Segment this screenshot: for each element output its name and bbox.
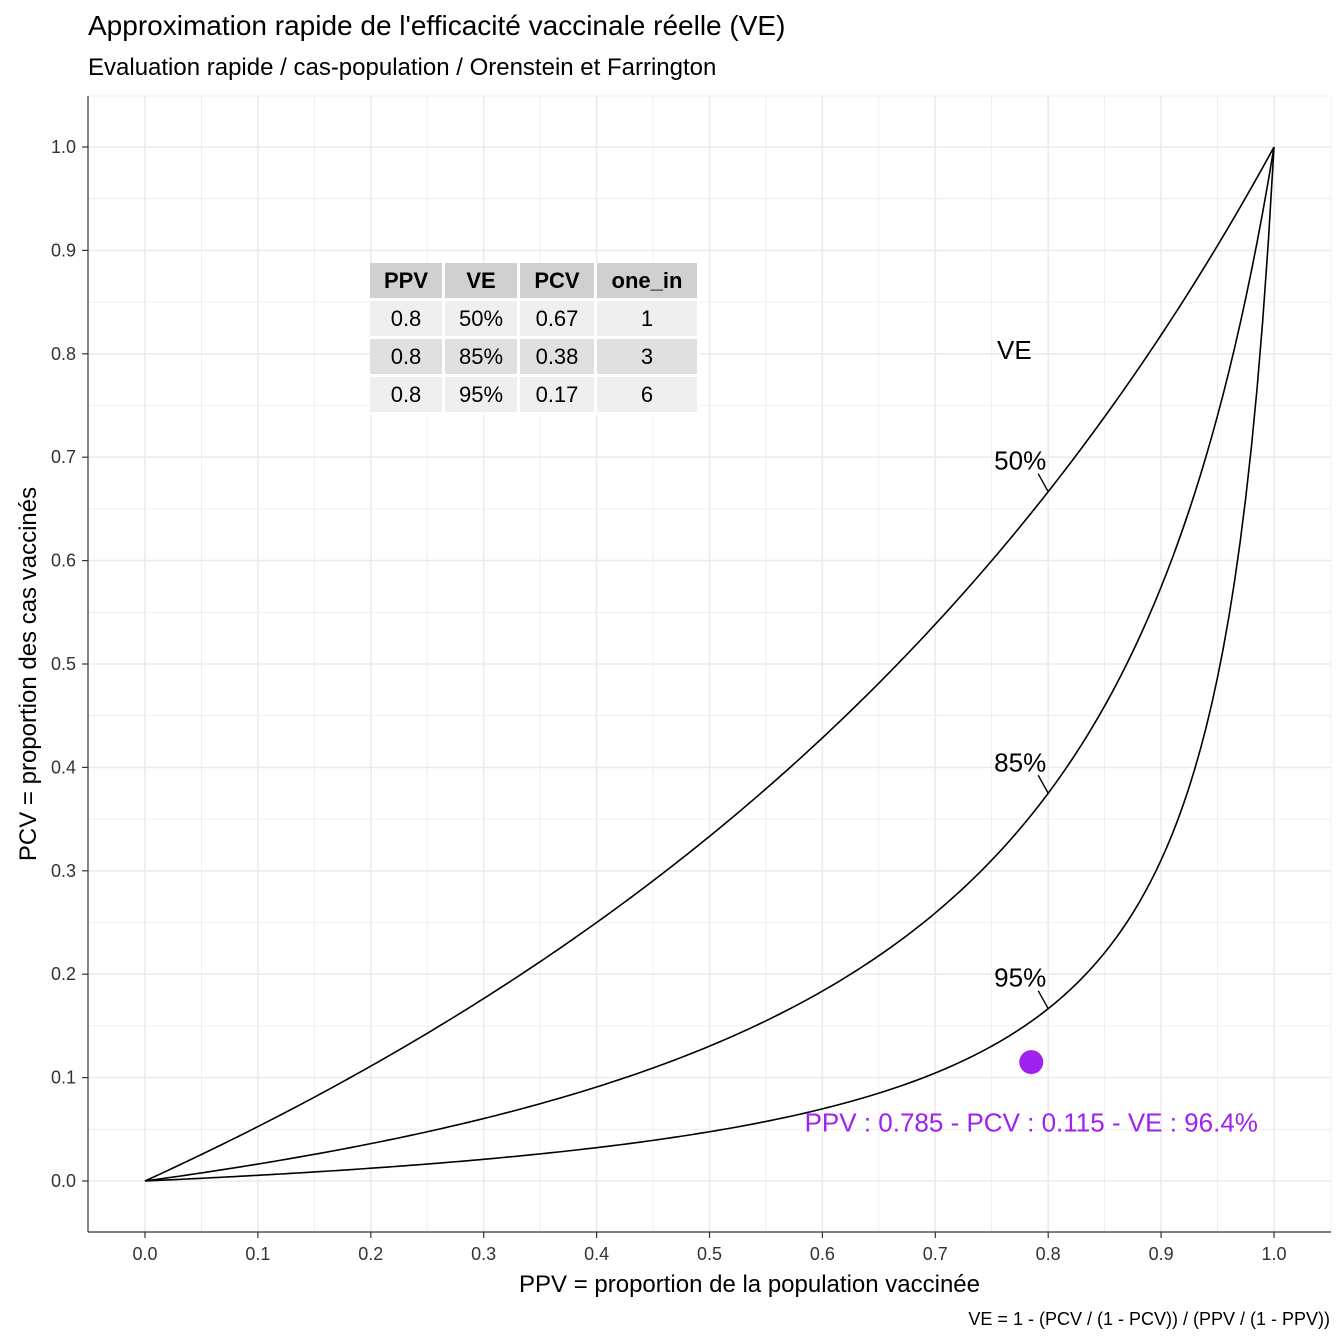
y-tick-label: 1.0 (51, 137, 76, 157)
table-header-ve: VE (445, 263, 520, 301)
x-tick-label: 0.2 (358, 1244, 383, 1264)
chart-subtitle: Evaluation rapide / cas-population / Ore… (88, 54, 717, 81)
y-tick-label: 0.8 (51, 344, 76, 364)
table-cell: 95% (445, 377, 520, 415)
y-tick-label: 0.1 (51, 1068, 76, 1088)
y-tick-label: 0.2 (51, 964, 76, 984)
x-tick-label: 0.0 (132, 1244, 157, 1264)
y-tick-label: 0.5 (51, 654, 76, 674)
table-cell: 0.8 (370, 339, 445, 377)
ve-curve-50 (144, 146, 1275, 1182)
table-header-ppv: PPV (370, 263, 445, 301)
ve-curve-label: 50% (994, 446, 1046, 476)
y-tick-label: 0.0 (51, 1171, 76, 1191)
y-tick-label: 0.4 (51, 757, 76, 777)
highlight-point (1019, 1050, 1044, 1075)
table-cell: 0.8 (370, 377, 445, 415)
table-row: 0.8 50% 0.67 1 (370, 301, 700, 339)
table-cell: 0.67 (520, 301, 597, 339)
table-cell: 0.8 (370, 301, 445, 339)
table-cell: 3 (597, 339, 700, 377)
y-tick-label: 0.7 (51, 447, 76, 467)
x-tick-label: 0.6 (810, 1244, 835, 1264)
x-tick-label: 0.8 (1036, 1244, 1061, 1264)
table-cell: 0.38 (520, 339, 597, 377)
table-header-one-in: one_in (597, 263, 700, 301)
chart-title: Approximation rapide de l'efficacité vac… (88, 10, 786, 41)
ve-curve-95 (144, 146, 1275, 1182)
ve-label-leader (1037, 990, 1049, 1010)
ve-curve-label: 95% (994, 963, 1046, 993)
y-axis-title: PCV = proportion des cas vaccinés (15, 487, 42, 861)
ve-curve-label: 85% (994, 747, 1046, 777)
ve-legend-title: VE (997, 335, 1032, 365)
x-tick-label: 0.1 (245, 1244, 270, 1264)
x-axis-title: PPV = proportion de la population vaccin… (519, 1271, 980, 1298)
y-tick-label: 0.6 (51, 551, 76, 571)
ve-curve-85 (144, 146, 1275, 1182)
x-tick-label: 0.7 (923, 1244, 948, 1264)
x-tick-label: 0.5 (697, 1244, 722, 1264)
highlight-point-label: PPV : 0.785 - PCV : 0.115 - VE : 96.4% (805, 1107, 1258, 1137)
table-cell: 0.17 (520, 377, 597, 415)
table-header-pcv: PCV (520, 263, 597, 301)
table-cell: 50% (445, 301, 520, 339)
table-cell: 6 (597, 377, 700, 415)
table-row: 0.8 85% 0.38 3 (370, 339, 700, 377)
formula-caption: VE = 1 - (PCV / (1 - PCV)) / (PPV / (1 -… (968, 1309, 1330, 1329)
y-tick-label: 0.3 (51, 861, 76, 881)
table-row: 0.8 95% 0.17 6 (370, 377, 700, 415)
y-tick-label: 0.9 (51, 240, 76, 260)
table-cell: 85% (445, 339, 520, 377)
x-tick-label: 0.3 (471, 1244, 496, 1264)
table-cell: 1 (597, 301, 700, 339)
ve-label-leader (1037, 473, 1049, 493)
table-header-row: PPV VE PCV one_in (370, 263, 700, 301)
x-tick-label: 1.0 (1261, 1244, 1286, 1264)
ve-summary-table: PPV VE PCV one_in 0.8 50% 0.67 1 0.8 85%… (370, 263, 700, 415)
x-tick-label: 0.9 (1149, 1244, 1174, 1264)
x-tick-label: 0.4 (584, 1244, 609, 1264)
ve-label-leader (1037, 774, 1049, 794)
